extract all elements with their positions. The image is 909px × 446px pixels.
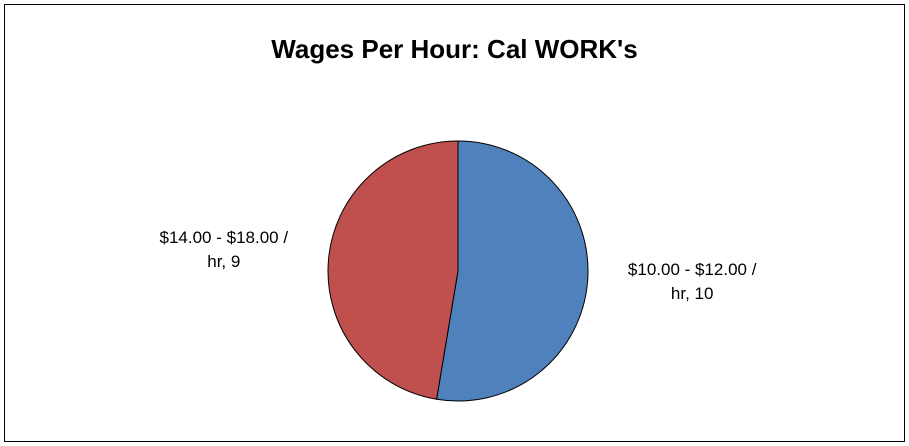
data-label: $14.00 - $18.00 / hr, 9 — [159, 227, 289, 271]
pie-slice — [436, 140, 589, 402]
data-label: $10.00 - $12.00 / hr, 10 — [627, 260, 757, 304]
chart-title: Wages Per Hour: Cal WORK's — [271, 34, 638, 64]
pie-slice — [327, 140, 459, 400]
